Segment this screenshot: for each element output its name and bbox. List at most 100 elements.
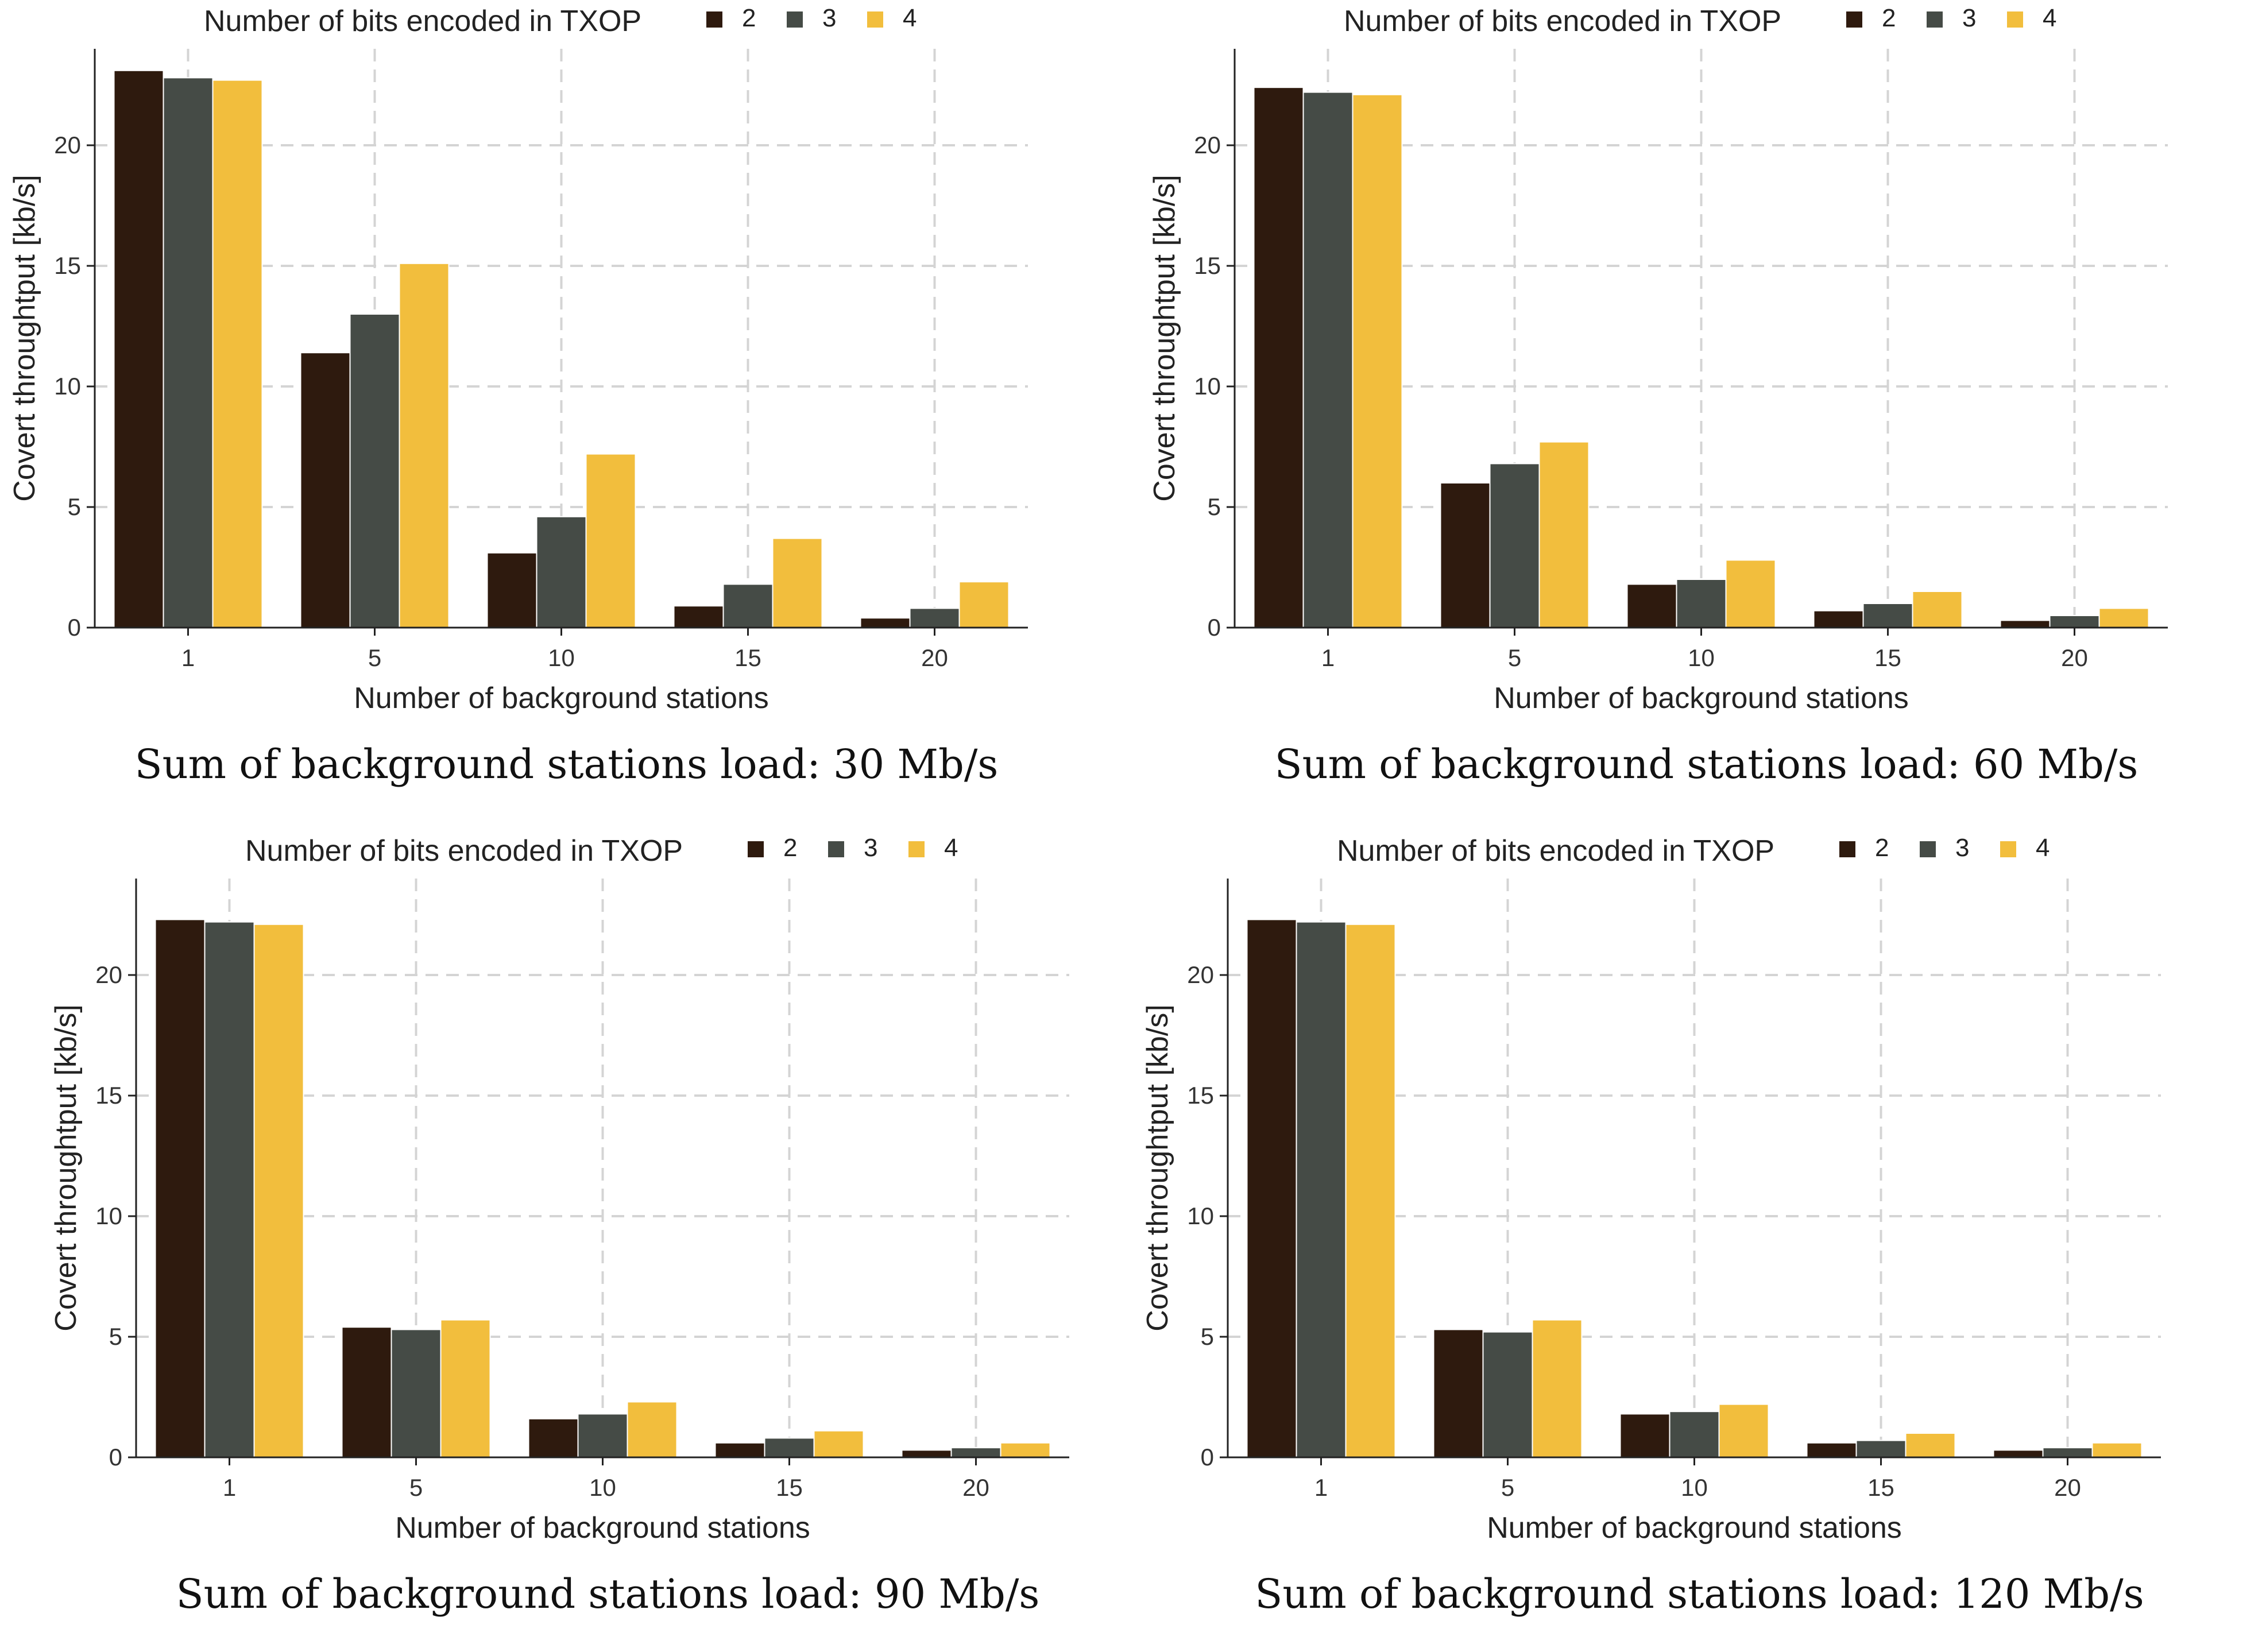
- legend-title: Number of bits encoded in TXOP: [204, 5, 641, 38]
- y-tick-label: 0: [109, 1444, 122, 1471]
- legend-title: Number of bits encoded in TXOP: [1337, 834, 1774, 868]
- bar-20-2: [1993, 1449, 2044, 1458]
- x-tick-label: 1: [223, 1474, 236, 1501]
- bar-15-3: [1855, 1440, 1907, 1458]
- x-tick-label: 5: [409, 1474, 423, 1501]
- y-tick-label: 20: [95, 961, 122, 988]
- bar-1-2: [1253, 87, 1304, 628]
- bar-1-3: [204, 921, 255, 1458]
- legend-swatch-4: [867, 11, 883, 28]
- y-tick-label: 5: [1208, 493, 1221, 520]
- bar-20-4: [1000, 1442, 1051, 1458]
- y-tick-label: 10: [54, 373, 81, 400]
- bar-1-4: [212, 79, 263, 629]
- legend-swatch-3: [787, 11, 803, 28]
- bar-10-3: [536, 516, 587, 628]
- y-tick-label: 10: [1187, 1202, 1214, 1229]
- bar-5-2: [1433, 1329, 1484, 1458]
- bar-5-2: [300, 352, 351, 628]
- bar-5-3: [349, 314, 400, 628]
- x-tick-label: 10: [1688, 644, 1715, 671]
- chart-caption-120: Sum of background stations load: 120 Mb/…: [1255, 1570, 2144, 1618]
- legend-label-2: 2: [742, 4, 756, 32]
- bar-15-3: [722, 583, 774, 629]
- x-tick-label: 1: [1314, 1474, 1328, 1501]
- legend: Number of bits encoded in TXOP 2 3 4: [204, 4, 917, 38]
- bar-15-2: [1813, 610, 1864, 628]
- bar-10-3: [577, 1413, 628, 1458]
- legend: Number of bits encoded in TXOP 2 3 4: [1344, 4, 2056, 38]
- bar-5-2: [1440, 482, 1491, 628]
- legend-label-3: 3: [1955, 834, 1969, 862]
- bar-10-2: [528, 1418, 579, 1458]
- legend-swatch-2: [706, 11, 722, 28]
- bar-20-2: [901, 1449, 952, 1458]
- x-axis-title: Number of background stations: [1494, 682, 1909, 715]
- x-axis-title: Number of background stations: [1487, 1511, 1902, 1545]
- chart-panel-90: 0 5 10 15 20 1 5 10 15 20 Number of background sta…: [41, 830, 1174, 1652]
- legend-swatch-3: [1920, 841, 1936, 857]
- bar-1-3: [1296, 921, 1347, 1458]
- legend-label-3: 3: [1962, 4, 1976, 32]
- legend-swatch-2: [1846, 11, 1862, 28]
- bar-10-3: [1676, 579, 1727, 628]
- chart-panel-120: 0 5 10 15 20 1 5 10 15 20 Number of background sta…: [1133, 830, 2266, 1652]
- x-axis-title: Number of background stations: [354, 682, 769, 715]
- legend-label-2: 2: [783, 834, 797, 862]
- bar-20-3: [950, 1447, 1001, 1458]
- bar-15-4: [772, 537, 823, 628]
- bar-10-4: [1718, 1403, 1769, 1458]
- legend-swatch-2: [748, 841, 764, 857]
- bar-15-3: [764, 1437, 815, 1458]
- y-tick-label: 15: [1187, 1082, 1214, 1109]
- x-tick-label: 5: [1508, 644, 1521, 671]
- y-tick-label: 20: [1187, 961, 1214, 988]
- x-tick-label: 10: [589, 1474, 616, 1501]
- y-tick-label: 5: [109, 1323, 122, 1350]
- bar-5-3: [1489, 463, 1540, 629]
- bar-20-4: [2091, 1442, 2143, 1458]
- x-tick-label: 1: [181, 644, 195, 671]
- y-tick-label: 10: [95, 1202, 122, 1229]
- y-axis-title: Covert throughtput [kb/s]: [8, 175, 41, 501]
- bar-5-2: [341, 1326, 392, 1458]
- y-tick-label: 15: [1194, 252, 1221, 279]
- bar-10-4: [1725, 559, 1776, 629]
- legend-swatch-4: [2007, 11, 2023, 28]
- y-tick-label: 20: [1194, 131, 1221, 158]
- legend-swatch-3: [1927, 11, 1943, 28]
- y-axis-title: Covert throughtput [kb/s]: [49, 1004, 83, 1331]
- bar-1-3: [1302, 91, 1354, 629]
- bar-15-4: [1905, 1433, 1956, 1458]
- chart-caption-60: Sum of background stations load: 60 Mb/s: [1274, 741, 2139, 788]
- bar-1-2: [1246, 919, 1297, 1458]
- bar-15-2: [673, 605, 724, 628]
- legend-label-3: 3: [864, 834, 877, 862]
- bar-1-2: [154, 919, 206, 1458]
- bar-20-3: [909, 608, 960, 629]
- legend-label-4: 4: [2043, 4, 2056, 32]
- bar-5-4: [1532, 1319, 1583, 1458]
- x-axis-title: Number of background stations: [395, 1511, 810, 1545]
- legend-label-4: 4: [903, 4, 917, 32]
- bar-1-2: [113, 69, 164, 629]
- x-tick-label: 10: [1681, 1474, 1708, 1501]
- bar-20-4: [2098, 608, 2149, 629]
- bar-10-4: [627, 1401, 678, 1458]
- chart-caption-30: Sum of background stations load: 30 Mb/s: [134, 741, 999, 788]
- legend-swatch-4: [908, 841, 925, 857]
- y-tick-label: 0: [1201, 1444, 1214, 1471]
- y-tick-label: 10: [1194, 373, 1221, 400]
- x-tick-label: 20: [2061, 644, 2088, 671]
- y-axis-title: Covert throughtput [kb/s]: [1141, 1004, 1174, 1331]
- y-tick-label: 5: [1201, 1323, 1214, 1350]
- chart-panel-30: 0 5 10 15 20 1 5 10 15 20 Number of background sta…: [0, 0, 1133, 822]
- bar-20-3: [2042, 1447, 2093, 1458]
- bar-15-2: [1806, 1442, 1857, 1458]
- legend-label-4: 4: [2036, 834, 2050, 862]
- x-tick-label: 10: [548, 644, 575, 671]
- bar-1-4: [1345, 923, 1396, 1458]
